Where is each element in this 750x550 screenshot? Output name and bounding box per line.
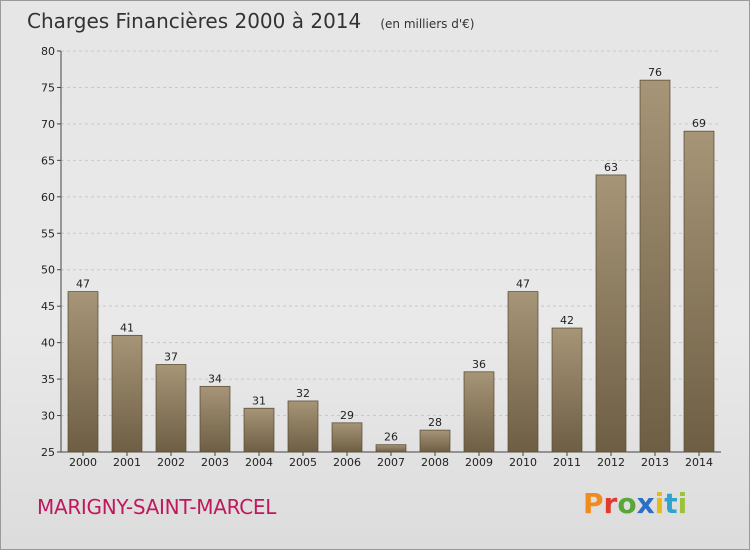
brand-letter: t <box>664 487 678 520</box>
brand-logo: Proxiti <box>583 487 687 520</box>
y-tick-label: 25 <box>41 446 55 459</box>
y-tick-label: 80 <box>41 45 55 58</box>
bar-value-label: 32 <box>296 387 310 400</box>
x-tick-label: 2011 <box>553 456 581 469</box>
x-tick-label: 2013 <box>641 456 669 469</box>
y-tick-label: 55 <box>41 227 55 240</box>
x-tick-label: 2014 <box>685 456 713 469</box>
bar <box>155 364 187 453</box>
bar <box>243 407 275 453</box>
bar-value-label: 47 <box>76 278 90 291</box>
x-tick-labels: 2000 2001 2002 2003 2004 2005 2006 2007 2008 2009… <box>69 456 713 469</box>
title-block: Charges Financières 2000 à 2014 (en mill… <box>27 9 474 33</box>
bar-value-label: 41 <box>120 321 134 334</box>
x-tick-label: 2012 <box>597 456 625 469</box>
bar-value-label: 29 <box>340 409 354 422</box>
y-tick-label: 40 <box>41 337 55 350</box>
y-tick-label: 70 <box>41 118 55 131</box>
x-tick-label: 2006 <box>333 456 361 469</box>
y-tick-label: 45 <box>41 300 55 313</box>
bar <box>683 130 715 453</box>
y-tick-labels: 25 30 35 40 45 50 55 60 65 70 75 80 <box>41 45 55 459</box>
bar <box>639 79 671 453</box>
bar <box>199 385 231 453</box>
bar-value-labels: 47 41 37 34 31 32 29 26 28 36 47 42 63 76 69 <box>76 66 706 444</box>
bar <box>419 429 451 453</box>
bar-value-label: 42 <box>560 314 574 327</box>
x-tick-label: 2004 <box>245 456 273 469</box>
x-tick-label: 2003 <box>201 456 229 469</box>
town-name: MARIGNY-SAINT-MARCEL <box>37 495 277 519</box>
x-tick-label: 2002 <box>157 456 185 469</box>
bar <box>463 371 495 453</box>
bar <box>595 174 627 453</box>
bar-value-label: 37 <box>164 351 178 364</box>
y-tick-label: 65 <box>41 154 55 167</box>
bars <box>67 79 715 453</box>
x-tick-label: 2001 <box>113 456 141 469</box>
brand-letter: i <box>654 487 665 520</box>
bar <box>551 327 583 453</box>
chart-title: Charges Financières 2000 à 2014 <box>27 9 362 33</box>
bar-value-label: 63 <box>604 161 618 174</box>
x-tick-label: 2010 <box>509 456 537 469</box>
brand-letter: P <box>583 487 604 520</box>
bar <box>375 444 407 453</box>
bar <box>67 291 99 453</box>
bar <box>331 422 363 453</box>
x-tick-label: 2007 <box>377 456 405 469</box>
bar-value-label: 36 <box>472 358 486 371</box>
x-tick-label: 2008 <box>421 456 449 469</box>
bar <box>287 400 319 453</box>
bar <box>507 291 539 453</box>
bar-value-label: 26 <box>384 431 398 444</box>
y-tick-label: 60 <box>41 191 55 204</box>
bar-value-label: 69 <box>692 117 706 130</box>
y-tick-label: 35 <box>41 373 55 386</box>
brand-letter: r <box>603 487 618 520</box>
brand-letter: x <box>636 487 655 520</box>
x-tick-label: 2005 <box>289 456 317 469</box>
bar-value-label: 76 <box>648 66 662 79</box>
x-tick-label: 2000 <box>69 456 97 469</box>
bar-value-label: 31 <box>252 394 266 407</box>
y-tick-label: 30 <box>41 410 55 423</box>
x-tick-label: 2009 <box>465 456 493 469</box>
bar-value-label: 47 <box>516 278 530 291</box>
bar-value-label: 28 <box>428 416 442 429</box>
bar-value-label: 34 <box>208 372 222 385</box>
y-tick-label: 75 <box>41 81 55 94</box>
bar <box>111 334 143 453</box>
brand-letter: i <box>677 487 688 520</box>
y-tick-label: 50 <box>41 264 55 277</box>
brand-letter: o <box>617 487 637 520</box>
chart-subtitle: (en milliers d'€) <box>380 17 475 31</box>
